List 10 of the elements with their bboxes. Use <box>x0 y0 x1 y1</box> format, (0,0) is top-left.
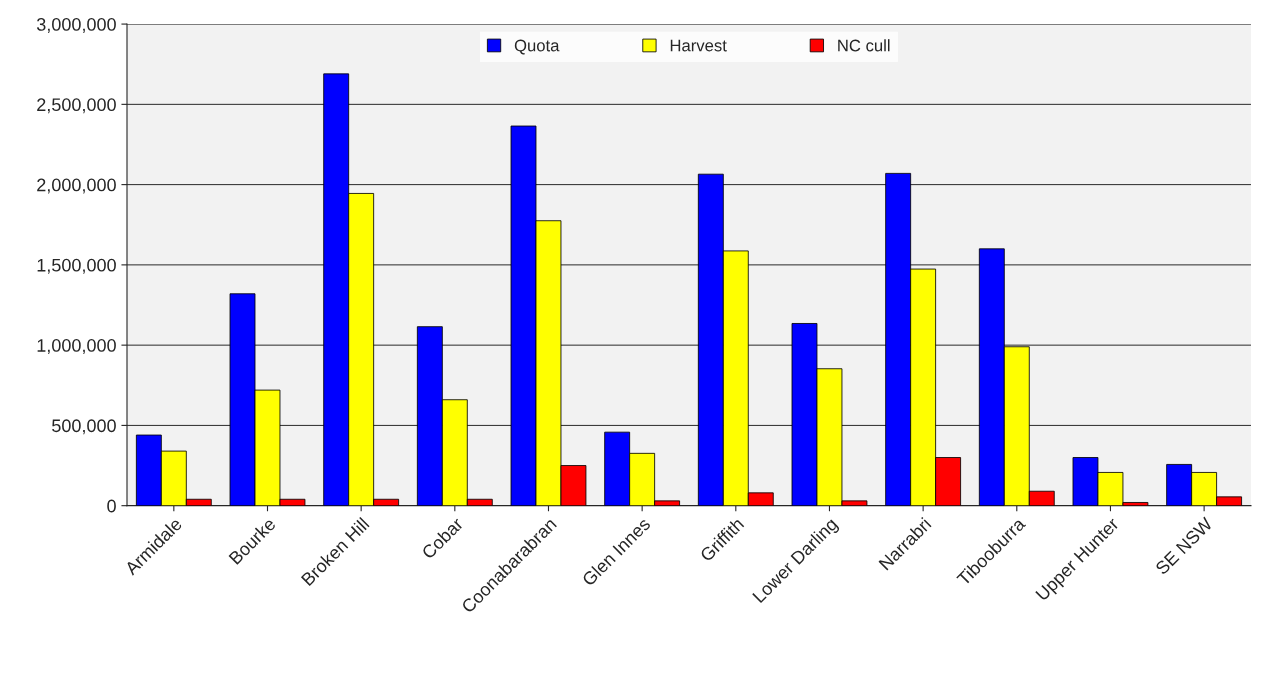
y-tick-label: 3,000,000 <box>36 18 116 33</box>
legend-label: Harvest <box>670 39 727 52</box>
y-tick-label: 2,000,000 <box>37 178 116 194</box>
legend-label: Quota <box>514 39 560 55</box>
y-tick-label: 500,000 <box>52 419 116 435</box>
y-tick-label: 0 <box>107 499 116 513</box>
y-tick-label: 1,500,000 <box>37 258 116 274</box>
legend-label: NC cull <box>838 39 890 52</box>
y-tick-label: 2,500,000 <box>37 98 116 114</box>
y-tick-label: 1,000,000 <box>37 339 116 354</box>
